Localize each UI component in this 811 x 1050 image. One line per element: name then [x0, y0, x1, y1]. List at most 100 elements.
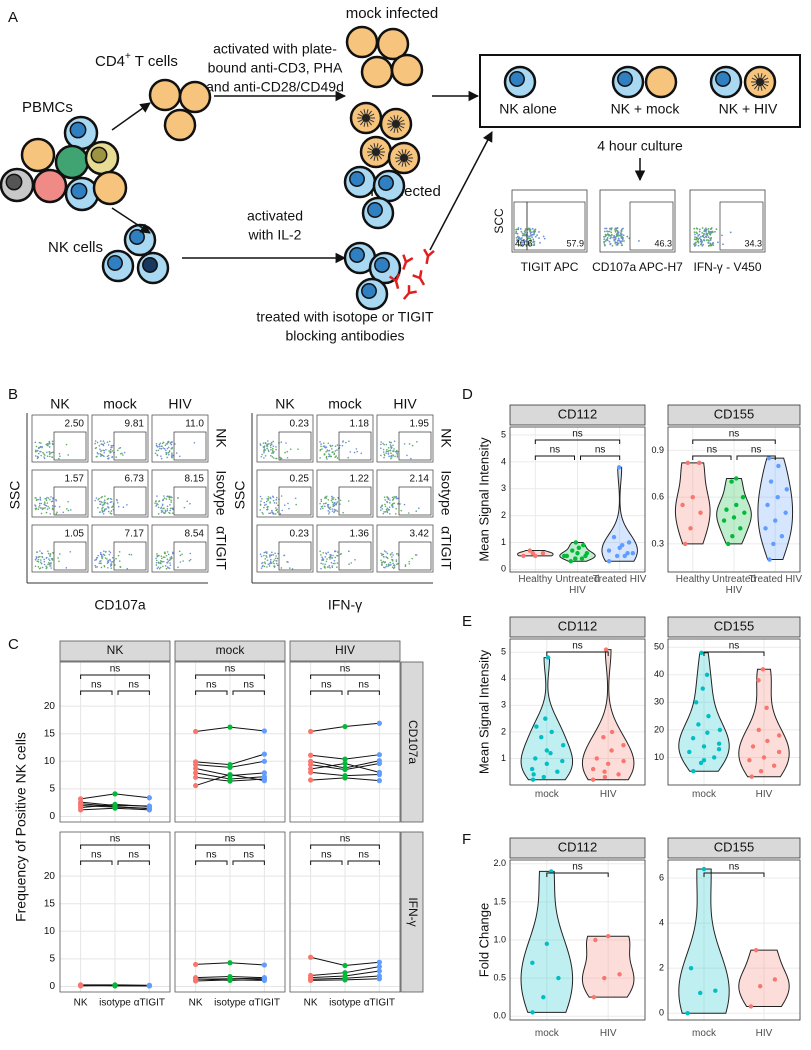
violin	[716, 477, 752, 545]
flow-dot	[264, 442, 267, 445]
flow-dot	[272, 511, 274, 514]
flow-dot	[356, 450, 358, 453]
flow-dot	[266, 551, 268, 553]
flow-dot	[319, 449, 322, 452]
flow-dot	[336, 551, 339, 553]
flow-dot	[391, 499, 394, 501]
flow-dot	[708, 233, 711, 236]
flow-dot	[179, 561, 182, 563]
flow-dot	[267, 449, 270, 451]
data-point	[593, 937, 598, 943]
flow-dot	[188, 559, 191, 562]
flow-dot	[388, 455, 390, 458]
flow-dot	[324, 556, 327, 558]
flow-dot	[94, 564, 97, 567]
data-point	[685, 1011, 690, 1016]
flow-dot	[166, 562, 169, 564]
flow-dot	[328, 511, 331, 513]
flow-dot	[355, 448, 358, 450]
column-label: NK	[50, 396, 70, 412]
flow-dot	[284, 451, 286, 454]
data-point	[773, 518, 778, 523]
flow-dot	[34, 504, 36, 506]
data-point	[726, 541, 731, 547]
flow-plot	[316, 524, 374, 573]
panel-border	[509, 426, 646, 573]
flow-dot	[99, 551, 102, 554]
flow-dot	[276, 511, 279, 513]
flow-x-label: IFN-γ	[328, 597, 362, 613]
flow-dot	[100, 566, 103, 569]
nucleus	[367, 202, 383, 218]
gate-value: 9.81	[125, 419, 145, 430]
facet-strip	[509, 404, 646, 426]
flow-dot	[380, 559, 382, 562]
flow-dot	[525, 244, 527, 246]
flow-dot	[62, 511, 65, 514]
data-point	[193, 961, 199, 968]
data-point	[685, 460, 691, 466]
flow-dot	[38, 504, 41, 507]
data-point	[575, 551, 580, 556]
antibody	[423, 248, 435, 265]
facet-strip	[400, 831, 424, 993]
flow-dot	[288, 567, 291, 569]
flow-dot	[397, 552, 399, 555]
flow-dot	[46, 502, 49, 504]
flow-dot	[386, 448, 388, 451]
flow-dot	[604, 240, 607, 242]
data-point	[376, 760, 382, 767]
virus-spike	[762, 82, 769, 87]
data-point	[767, 557, 772, 562]
flow-dot	[130, 553, 133, 556]
flow-dot	[174, 443, 176, 445]
flow-dot	[106, 455, 109, 458]
significance-bracket	[546, 872, 609, 877]
flow-dot	[615, 243, 618, 246]
flow-dot	[99, 448, 101, 451]
flow-dot	[271, 452, 273, 454]
flow-dot	[160, 506, 163, 509]
flow-dot	[331, 565, 333, 567]
flow-dot	[384, 561, 387, 563]
y-tick-label: 5	[501, 429, 506, 439]
flow-dot	[51, 507, 54, 510]
data-point	[227, 977, 233, 984]
flow-dot	[520, 241, 522, 244]
flow-dot	[267, 497, 270, 500]
flow-dot	[48, 558, 50, 560]
significance-label: ns	[243, 850, 254, 861]
x-tick-label: HIV	[599, 1028, 617, 1039]
y-tick-label: 10	[44, 756, 56, 767]
flow-dot	[385, 564, 388, 566]
flow-dot	[37, 565, 40, 568]
y-tick-label: 4	[501, 673, 506, 683]
flow-dot	[171, 551, 174, 554]
flow-dot	[279, 456, 281, 459]
flow-dot	[111, 450, 114, 452]
flow-dot	[118, 551, 121, 553]
flow-dot	[97, 498, 99, 501]
data-point	[533, 553, 538, 559]
flow-dot	[101, 501, 103, 504]
flow-dot	[700, 239, 703, 242]
y-tick-label: 0	[49, 981, 55, 992]
flow-dot	[386, 500, 388, 503]
flow-dot	[704, 227, 707, 230]
flow-dot	[165, 452, 168, 455]
data-point	[602, 769, 607, 774]
gate-value: 57.9	[566, 238, 584, 248]
flow-dot	[280, 441, 283, 444]
flow-dot	[322, 558, 325, 561]
flow-dot	[58, 457, 60, 460]
flow-dot	[54, 505, 56, 508]
flow-dot	[297, 448, 299, 450]
violin	[678, 868, 730, 1014]
flow-dot	[322, 551, 325, 554]
data-point	[687, 749, 692, 755]
data-point	[78, 801, 84, 807]
flow-dot	[158, 554, 160, 557]
flow-dot	[272, 440, 275, 443]
significance-label: ns	[729, 429, 740, 440]
flow-dot	[162, 565, 164, 568]
